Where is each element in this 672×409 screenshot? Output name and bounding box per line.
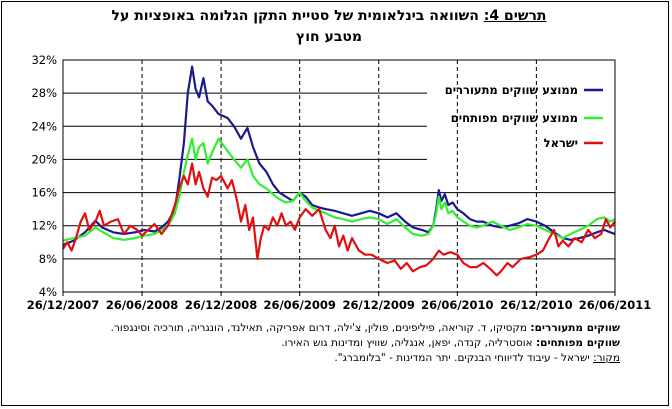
x-tick-label: 26/12/2009 <box>343 298 415 312</box>
note-developed-label: שווקים מפותחים: <box>535 337 620 349</box>
chart-title-text: השוואה בינלאומית של סטיית התקן הגלומה בא… <box>111 8 479 24</box>
y-tick-label: 8% <box>39 252 57 266</box>
x-tick-label: 26/12/2007 <box>27 298 99 312</box>
x-tick-label: 26/06/2011 <box>579 298 651 312</box>
x-tick-label: 26/12/2010 <box>500 298 572 312</box>
note-emerging-label: שווקים מתעוררים: <box>530 322 620 334</box>
note-developed: שווקים מפותחים: אוסטרליה, קנדה, יפאן, אנ… <box>60 336 620 351</box>
note-emerging-text: מקסיקו, ד. קוריאה, פיליפינים, פולין, צ'י… <box>110 322 528 334</box>
series-lines <box>62 65 616 277</box>
note-developed-text: אוסטרליה, קנדה, יפאן, אנגליה, שוויץ ומדי… <box>281 337 533 349</box>
y-tick-label: 32% <box>31 53 57 67</box>
series-line-2 <box>62 162 616 277</box>
x-tick-label: 26/06/2009 <box>263 298 335 312</box>
y-tick-label: 4% <box>39 285 57 299</box>
chart-title-line2: מטבע חוץ <box>295 29 363 45</box>
y-tick-label: 20% <box>31 152 57 166</box>
legend-label: ישראל <box>544 136 578 150</box>
plot-area-border <box>62 59 616 293</box>
y-tick-label: 28% <box>31 86 57 100</box>
x-tick-label: 26/06/2010 <box>421 298 493 312</box>
y-tick-label: 16% <box>31 186 57 200</box>
x-tick-label: 26/06/2008 <box>106 298 178 312</box>
y-tick-label: 24% <box>31 119 57 133</box>
legend: ממוצע שווקים מתעוררים ממוצע שווקים מפותחי… <box>445 83 603 150</box>
legend-label: ממוצע שווקים מתעוררים <box>445 83 578 97</box>
series-line-1 <box>62 137 616 242</box>
chart-title: תרשים 4: השוואה בינלאומית של סטיית התקן … <box>20 6 638 48</box>
line-chart: 26/12/2007 26/06/2008 26/12/2008 26/06/2009… <box>27 53 651 312</box>
y-tick-label: 12% <box>31 219 57 233</box>
legend-label: ממוצע שווקים מפותחים <box>451 111 578 125</box>
x-tick-label: 26/12/2008 <box>185 298 257 312</box>
note-emerging: שווקים מתעוררים: מקסיקו, ד. קוריאה, פילי… <box>60 321 620 336</box>
note-source-text: ישראל - עיבוד לדיווחי הבנקים. יתר המדינו… <box>334 352 590 364</box>
series-line-0 <box>62 65 616 246</box>
note-source: מקור: ישראל - עיבוד לדיווחי הבנקים. יתר … <box>60 351 620 366</box>
note-source-label: מקור: <box>593 352 620 364</box>
footnotes: שווקים מתעוררים: מקסיקו, ד. קוריאה, פילי… <box>60 321 620 366</box>
x-axis-labels: 26/12/2007 26/06/2008 26/12/2008 26/06/2009… <box>27 298 651 312</box>
y-axis-labels: 4% 8% 12% 16% 20% 24% 28% 32% <box>31 53 57 299</box>
chart-title-label: תרשים 4: <box>483 8 547 24</box>
